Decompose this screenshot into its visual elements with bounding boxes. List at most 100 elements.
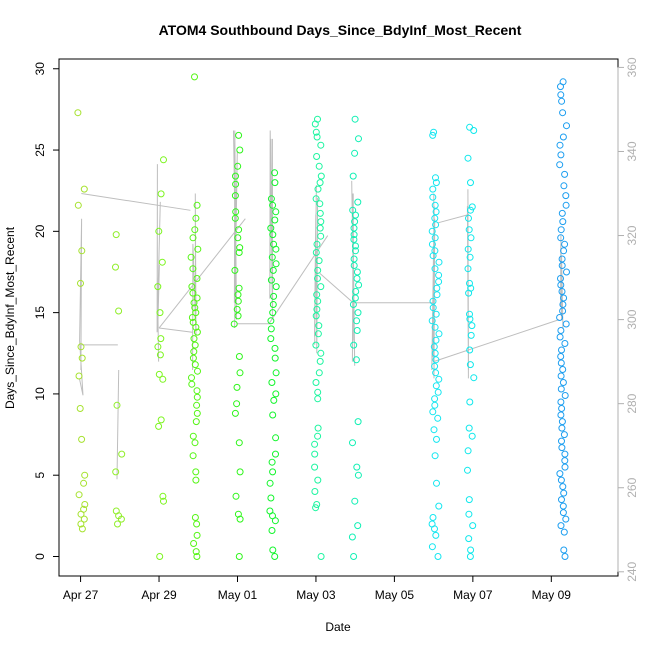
data-point: [429, 252, 437, 260]
data-point: [267, 224, 275, 232]
data-point: [558, 209, 566, 217]
data-point: [354, 471, 362, 479]
data-point: [158, 258, 166, 266]
data-point: [353, 327, 361, 334]
data-point: [190, 540, 198, 547]
data-point: [268, 253, 276, 261]
data-point: [191, 226, 199, 234]
data-point: [433, 479, 440, 487]
data-point: [268, 458, 276, 466]
x-tick-label: May 01: [218, 588, 258, 602]
data-point: [558, 346, 565, 354]
data-point: [560, 489, 568, 497]
data-point: [267, 335, 275, 343]
data-point: [189, 354, 197, 362]
data-point: [266, 479, 274, 487]
data-point: [159, 492, 167, 500]
data-point: [561, 457, 569, 465]
data-point: [235, 131, 243, 139]
grey-trace-line: [116, 369, 120, 480]
data-point: [271, 179, 279, 187]
data-point: [233, 400, 241, 408]
data-point: [558, 418, 566, 426]
grey-trace-line: [466, 189, 469, 379]
data-point: [466, 310, 473, 318]
data-point: [432, 356, 440, 364]
x-tick-label: May 05: [375, 588, 415, 602]
data-point: [352, 211, 359, 219]
data-point: [272, 434, 280, 442]
data-point: [431, 349, 439, 357]
data-point: [350, 553, 358, 560]
data-point: [561, 553, 569, 560]
data-point: [349, 301, 357, 308]
data-point: [562, 192, 570, 200]
data-point: [432, 310, 440, 318]
data-point: [189, 432, 197, 440]
data-point: [467, 331, 475, 339]
data-point: [236, 244, 244, 252]
data-point: [313, 133, 321, 141]
data-point: [429, 193, 437, 201]
data-point: [267, 317, 275, 325]
data-point: [435, 271, 443, 279]
data-point: [350, 255, 358, 263]
data-point: [556, 470, 564, 478]
data-point: [429, 304, 437, 312]
data-point: [429, 514, 437, 521]
data-point: [267, 325, 275, 333]
data-point: [433, 284, 441, 292]
data-point: [78, 247, 86, 255]
data-point: [77, 343, 85, 351]
y2-tick-label: 360: [625, 57, 639, 77]
data-point: [558, 424, 566, 432]
data-point: [313, 153, 321, 160]
y-tick-label: 25: [33, 143, 47, 157]
data-point: [81, 501, 89, 508]
data-point: [235, 284, 243, 292]
data-point: [315, 162, 323, 170]
data-point: [317, 553, 325, 560]
data-point: [557, 411, 565, 419]
data-point: [75, 372, 83, 380]
data-point: [272, 245, 280, 253]
data-point: [465, 424, 473, 432]
data-point: [312, 379, 320, 386]
data-point: [432, 174, 439, 182]
data-point: [466, 346, 474, 354]
data-point: [432, 382, 440, 390]
data-point: [557, 522, 565, 530]
data-point: [432, 179, 440, 187]
data-point: [314, 432, 322, 440]
y2-tick-label: 280: [625, 393, 639, 413]
data-point: [231, 214, 239, 222]
data-point: [154, 283, 162, 291]
data-point: [434, 414, 442, 422]
data-point: [428, 240, 436, 248]
data-point: [558, 405, 566, 412]
data-point: [312, 312, 320, 320]
data-point: [269, 309, 277, 317]
data-point: [269, 411, 277, 419]
y-tick-label: 0: [33, 553, 47, 560]
data-point: [193, 520, 201, 528]
data-point: [352, 242, 359, 250]
data-point: [465, 535, 473, 543]
data-point: [558, 496, 565, 504]
data-point: [428, 543, 436, 551]
data-point: [311, 440, 319, 448]
data-point: [353, 268, 361, 276]
y2-tick-label: 300: [625, 309, 639, 329]
y-tick-label: 30: [33, 62, 47, 76]
grey-trace-segment: [158, 218, 246, 329]
data-point: [317, 232, 325, 240]
data-point: [557, 372, 565, 380]
data-point: [74, 109, 82, 117]
y-axis: 0 5 10 15 20 25 30: [33, 62, 60, 560]
data-point: [435, 330, 443, 338]
point-layer: [74, 73, 570, 560]
grey-trace-line: [314, 185, 319, 354]
data-point: [236, 468, 244, 476]
data-point: [560, 546, 568, 554]
data-point: [559, 483, 567, 491]
